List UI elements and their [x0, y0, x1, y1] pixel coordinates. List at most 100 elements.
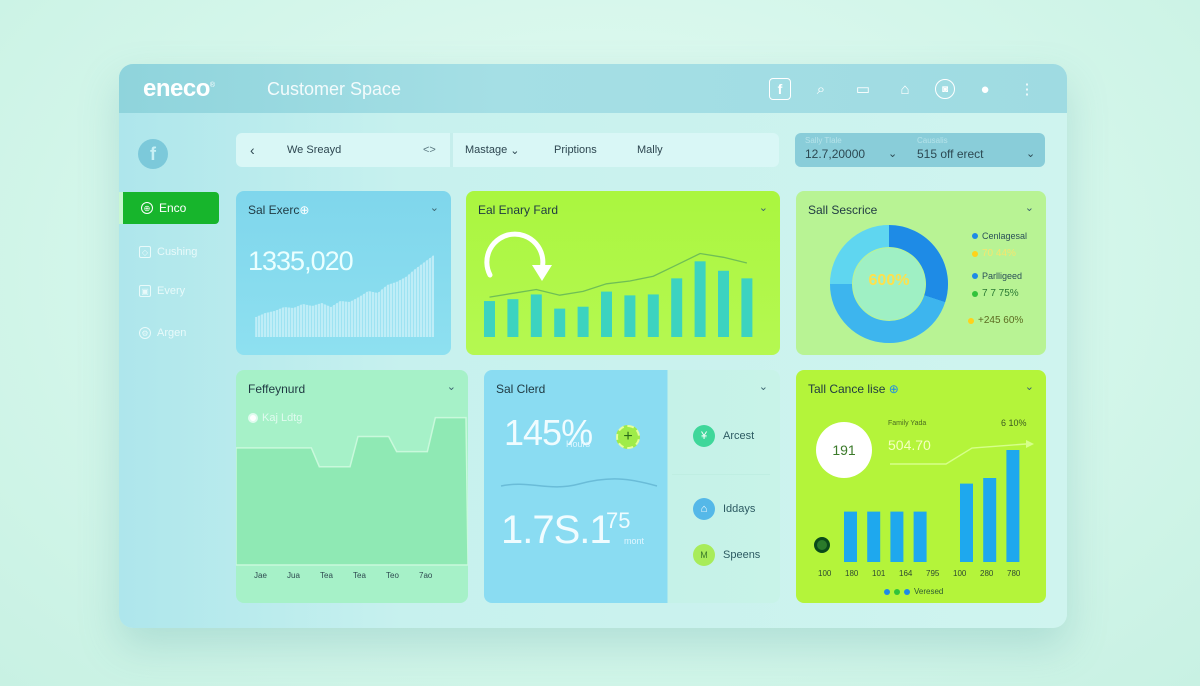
chevron-down-icon[interactable]: ⌄ [888, 148, 898, 160]
sales-energy-value: 1335,020 [248, 246, 354, 276]
chevron-down-icon[interactable]: ⌄ [1024, 202, 1034, 214]
donut-slice [830, 225, 890, 285]
list-item-speens[interactable]: M Speens [693, 544, 760, 566]
legend-item: 7 7 75% [972, 288, 1019, 299]
bar [624, 295, 636, 337]
x-tick-label: Tea [353, 571, 366, 580]
chart-legend: Veresed [884, 587, 943, 596]
facebook-icon[interactable]: f [138, 139, 168, 169]
search-icon[interactable]: ⌕ [816, 80, 826, 98]
x-tick-label: 7ao [419, 571, 433, 580]
area-fill [236, 416, 468, 566]
arrows-icon[interactable]: <> [423, 144, 436, 156]
legend-item: +245 60% [968, 315, 1023, 326]
filter-divider [450, 133, 453, 167]
app-window: eneco® Customer Space f ⌕ ▭ ⌂ ◙ ● ⋮ f ⊕ … [119, 64, 1067, 628]
mastage-dropdown[interactable]: Mastage ⌄ [465, 133, 519, 167]
bar [1006, 450, 1020, 562]
facebook-icon[interactable]: f [769, 78, 791, 100]
bar [694, 261, 706, 337]
sales-client-card: Sal Clerd ⌄ 145% Hours + 1.7S.1 75 mont … [484, 370, 780, 603]
bar [647, 294, 659, 337]
bar [530, 294, 542, 337]
trend-line [890, 440, 1034, 465]
bell-icon[interactable]: ⌂ [900, 80, 910, 98]
dropdown-label: Mastage [465, 144, 508, 156]
list-item-arcest[interactable]: ¥ Arcest [693, 425, 754, 447]
x-tick-label: 795 [926, 569, 940, 578]
range-value-2: 515 off erect [917, 147, 984, 161]
bar [718, 270, 729, 337]
search-input[interactable]: We Sreayd [287, 144, 342, 156]
bar [867, 511, 881, 562]
tab-mally[interactable]: Mally [637, 144, 663, 156]
message-icon[interactable]: ▭ [855, 81, 871, 98]
settings-icon: ⚙ [139, 327, 151, 339]
sales-energy-chart [255, 255, 434, 337]
bar [741, 278, 753, 337]
status-icon [814, 537, 830, 553]
page-title: Customer Space [267, 79, 402, 99]
donut-slice [888, 225, 948, 303]
brand-logo[interactable]: eneco® [143, 75, 215, 102]
sidebar-item-label: Argen [157, 327, 187, 339]
sidebar-item-label: Enco [159, 201, 187, 215]
sidebar: f ⊕ Enco ◇ Cushing ▣ Every ⚙ Argen [119, 113, 219, 628]
card-title: Tall Cance lise ⊕ [808, 382, 899, 396]
bar [601, 291, 612, 337]
add-icon[interactable]: + [616, 425, 640, 449]
energy-field-chart [484, 252, 753, 337]
sales-energy-card: Sal Exerc⊕ ⌄ 1335,020 [236, 191, 451, 355]
profile-icon[interactable]: ● [980, 80, 990, 98]
x-tick-label: 180 [845, 569, 859, 578]
chevron-down-icon[interactable]: ⌄ [758, 202, 768, 214]
bar [554, 308, 566, 337]
range-selector[interactable]: Sally Tlale 12.7,20000 ⌄ Causalis 515 of… [795, 133, 1045, 167]
camera-icon[interactable]: ◙ [935, 79, 955, 99]
metric-percent: 6 10% [1001, 418, 1027, 428]
tag-icon: ◇ [139, 246, 151, 258]
performance-card: Feffeynurd ⌄ Kaj Ldtg Jae Jua Tea Tea Teo 7ao [236, 370, 468, 603]
chevron-down-icon[interactable]: ⌄ [758, 381, 768, 393]
x-tick-label: 164 [899, 569, 913, 578]
range-value-1: 12.7,20000 [805, 147, 866, 161]
chevron-down-icon[interactable]: ⌄ [1024, 381, 1034, 393]
chevron-down-icon[interactable]: ⌄ [446, 381, 456, 393]
sidebar-item-cushing[interactable]: ◇ Cushing [119, 236, 219, 268]
client-value-2-unit: mont [624, 536, 645, 546]
back-icon[interactable]: ‹ [250, 142, 255, 158]
bar [844, 511, 857, 562]
top-bar: eneco® Customer Space f ⌕ ▭ ⌂ ◙ ● ⋮ [119, 64, 1067, 113]
sidebar-item-every[interactable]: ▣ Every [119, 275, 219, 307]
top-icons: f ⌕ ▭ ⌂ ◙ ● ⋮ [769, 77, 1039, 101]
x-tick-label: 100 [818, 569, 832, 578]
legend-item: Cenlagesal [972, 231, 1027, 241]
x-tick-label: 100 [953, 569, 967, 578]
x-tick-label: 780 [1007, 569, 1021, 578]
donut-center-value: 600% [868, 272, 910, 289]
energy-field-card: Eal Enary Fard ⌄ [466, 191, 780, 355]
x-tick-label: Teo [386, 571, 399, 580]
filter-bar: ‹ We Sreayd <> Mastage ⌄ Priptions Mally [236, 133, 779, 167]
bar [960, 483, 973, 562]
card-title: Sal Exerc⊕ [248, 203, 310, 217]
sidebar-item-argen[interactable]: ⚙ Argen [119, 317, 219, 349]
chevron-down-icon[interactable]: ⌄ [1026, 148, 1036, 160]
chevron-down-icon: ⌄ [510, 144, 520, 157]
client-value-2: 1.7S.1 [501, 508, 612, 552]
x-tick-label: Jua [287, 571, 300, 580]
chevron-down-icon[interactable]: ⌄ [429, 202, 439, 214]
x-tick-label: Jae [254, 571, 267, 580]
trend-line [489, 252, 748, 298]
donut-slice [830, 283, 946, 343]
tab-priptions[interactable]: Priptions [554, 144, 597, 156]
refresh-icon[interactable] [480, 231, 560, 301]
list-item-iddays[interactable]: ⌂ Iddays [693, 498, 755, 520]
card-title: Sall Sescrice [808, 203, 878, 217]
donut-hole [853, 248, 925, 320]
metric-label: Family Yada [888, 420, 927, 427]
more-icon[interactable]: ⋮ [1019, 81, 1035, 98]
home-icon: ⌂ [693, 498, 715, 520]
mail-icon: M [693, 544, 715, 566]
sidebar-item-enco[interactable]: ⊕ Enco [119, 192, 219, 224]
